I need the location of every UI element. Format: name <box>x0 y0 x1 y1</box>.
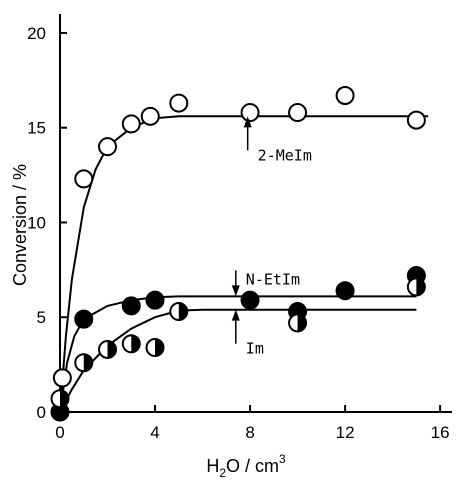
y-tick-label: 10 <box>27 213 46 232</box>
marker-outline <box>121 334 141 354</box>
fit-curve-2-meim <box>59 115 429 413</box>
data-point-im <box>121 334 141 354</box>
y-tick-label: 5 <box>37 308 46 327</box>
data-point-n-etim <box>74 309 94 329</box>
axis-labels: Conversion / % H2O / cm3 <box>10 164 286 480</box>
annotation-n-etim: N-EtIm <box>231 270 300 297</box>
data-point-n-etim <box>335 281 355 301</box>
y-tick-label: 20 <box>27 24 46 43</box>
data-point-n-etim <box>240 290 260 310</box>
x-axis-title-sup: 3 <box>279 452 286 466</box>
annotation-2-meim: 2-MeIm <box>243 116 312 164</box>
x-axis-title-sub: 2 <box>219 466 226 480</box>
marker-outline <box>50 389 70 409</box>
data-point-im <box>169 302 189 322</box>
x-axis-title: H2O / cm3 <box>206 452 286 480</box>
data-point-n-etim <box>121 296 141 316</box>
data-point-2-meim <box>74 169 94 189</box>
marker-outline <box>145 338 165 358</box>
marker-outline <box>74 353 94 373</box>
y-tick-label: 15 <box>27 119 46 138</box>
annotation-arrow-head <box>243 116 252 128</box>
marker-outline <box>98 339 118 359</box>
data-point-im <box>406 277 426 297</box>
fit-curves <box>59 115 429 413</box>
annotation-label: N-EtIm <box>246 270 300 288</box>
annotation-arrow-head <box>231 285 240 297</box>
data-point-2-meim <box>406 110 426 130</box>
data-point-2-meim <box>288 103 308 123</box>
data-point-n-etim <box>145 290 165 310</box>
data-point-2-meim <box>240 103 260 123</box>
annotation-label: 2-MeIm <box>258 146 312 164</box>
annotation-label: Im <box>246 340 264 358</box>
y-axis-title: Conversion / % <box>10 164 30 286</box>
data-point-im <box>98 339 118 359</box>
marker-outline <box>169 302 189 322</box>
data-point-2-meim <box>121 114 141 134</box>
marker-outline <box>406 277 426 297</box>
x-tick-label: 0 <box>55 423 64 442</box>
data-point-im <box>50 389 70 409</box>
data-point-im <box>145 338 165 358</box>
marker-outline <box>288 313 308 333</box>
data-point-2-meim <box>140 106 160 126</box>
annotations: 2-MeIm N-EtIm Im <box>231 116 312 358</box>
y-tick-label: 0 <box>37 403 46 422</box>
annotation-im: Im <box>231 309 264 358</box>
fit-curve-im <box>59 308 417 413</box>
data-point-im <box>74 353 94 373</box>
x-tick-label: 12 <box>336 423 355 442</box>
data-point-2-meim <box>169 93 189 113</box>
fit-curve-n-etim <box>59 295 417 413</box>
x-tick-label: 8 <box>245 423 254 442</box>
data-point-im <box>288 313 308 333</box>
axes: 0 5 10 15 20 0 4 8 12 16 <box>27 14 452 442</box>
annotation-arrow-head <box>231 309 240 321</box>
data-point-2-meim <box>335 85 355 105</box>
data-point-2-meim <box>52 368 72 388</box>
data-points <box>50 85 426 422</box>
x-axis-title-pre: H <box>206 456 219 476</box>
x-axis-title-mid: O / cm <box>226 456 279 476</box>
data-point-2-meim <box>98 137 118 157</box>
x-tick-label: 16 <box>431 423 450 442</box>
x-tick-label: 4 <box>150 423 159 442</box>
